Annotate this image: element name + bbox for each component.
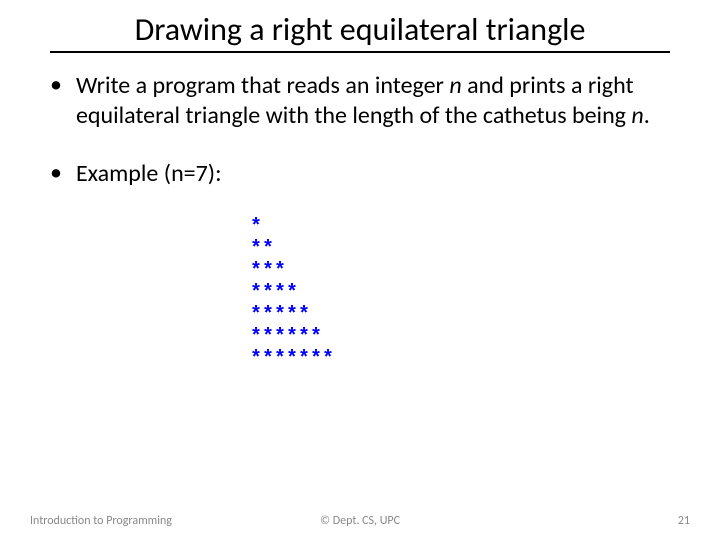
slide-body: • Write a program that reads an integer … <box>30 71 690 371</box>
bullet-marker: • <box>50 159 62 188</box>
slide-title: Drawing a right equilateral triangle <box>50 10 670 53</box>
bullet-text: Example (n=7): <box>76 159 222 189</box>
triangle-output: * ** *** **** ***** ****** ******* <box>250 217 690 371</box>
slide: Drawing a right equilateral triangle • W… <box>0 0 720 540</box>
footer-left: Introduction to Programming <box>30 514 172 528</box>
bullet-marker: • <box>50 71 62 100</box>
bullet-item: • Write a program that reads an integer … <box>50 71 690 131</box>
bullet-text: Write a program that reads an integer n … <box>76 71 690 131</box>
bullet-item: • Example (n=7): <box>50 159 690 189</box>
footer-right: 21 <box>678 514 690 528</box>
footer-center: © Dept. CS, UPC <box>320 514 400 528</box>
